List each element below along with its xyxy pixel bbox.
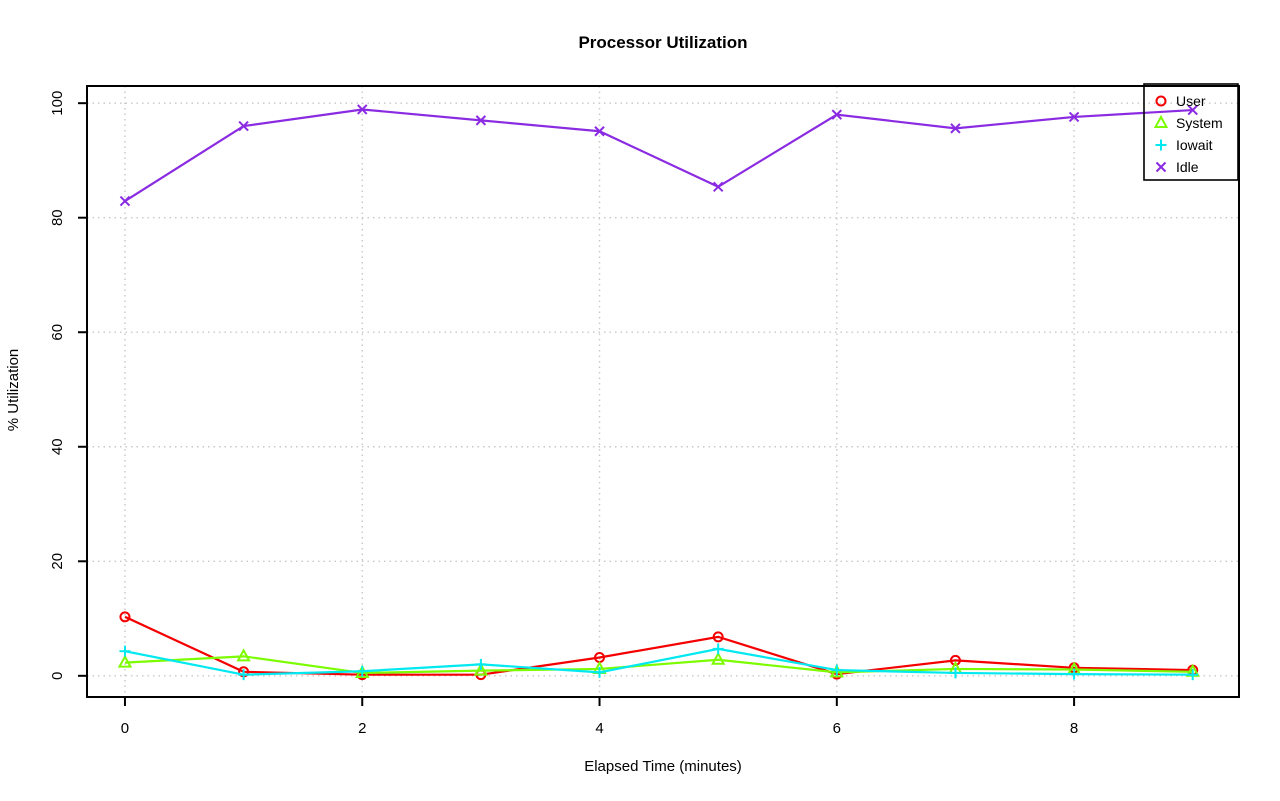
y-tick-label: 80 bbox=[49, 209, 66, 226]
marker-circle bbox=[119, 611, 131, 623]
legend-label: User bbox=[1176, 93, 1206, 109]
x-tick-label: 0 bbox=[121, 720, 129, 737]
marker-x bbox=[238, 120, 249, 132]
marker-circle bbox=[1155, 95, 1167, 107]
y-tick-label: 60 bbox=[49, 324, 66, 341]
marker-x bbox=[119, 195, 131, 207]
legend-label: Idle bbox=[1176, 159, 1199, 175]
y-tick-label: 40 bbox=[49, 438, 66, 455]
marker-x bbox=[475, 115, 487, 126]
series-line-iowait bbox=[124, 647, 1193, 676]
x-tick-label: 4 bbox=[595, 720, 603, 737]
series-line-user bbox=[124, 615, 1193, 676]
x-tick-label: 6 bbox=[833, 720, 841, 737]
marker-x bbox=[831, 109, 843, 120]
plot-box bbox=[86, 85, 1240, 698]
marker-triangle bbox=[236, 648, 251, 662]
x-tick-label: 2 bbox=[358, 720, 366, 737]
series-line-idle bbox=[124, 108, 1193, 203]
y-tick-label: 100 bbox=[49, 91, 66, 116]
marker-x bbox=[1155, 161, 1167, 173]
legend-box bbox=[1143, 83, 1239, 181]
marker-triangle bbox=[473, 662, 489, 676]
marker-x bbox=[950, 123, 961, 134]
marker-x bbox=[712, 181, 724, 192]
series-line-system bbox=[124, 655, 1193, 675]
chart-title: Processor Utilization bbox=[578, 33, 747, 52]
x-tick-label: 8 bbox=[1070, 720, 1078, 737]
marker-triangle bbox=[1153, 114, 1169, 128]
y-axis-label: % Utilization bbox=[5, 349, 22, 432]
marker-triangle bbox=[710, 651, 726, 665]
marker-triangle bbox=[829, 664, 844, 678]
y-tick-label: 0 bbox=[49, 672, 66, 680]
marker-x bbox=[1068, 111, 1080, 123]
marker-x bbox=[594, 126, 605, 137]
marker-x bbox=[1187, 104, 1198, 116]
y-tick-label: 20 bbox=[49, 553, 66, 570]
marker-x bbox=[357, 104, 368, 115]
legend-label: Iowait bbox=[1176, 137, 1213, 153]
marker-circle bbox=[712, 631, 724, 643]
legend-label: System bbox=[1176, 115, 1223, 131]
x-axis-label: Elapsed Time (minutes) bbox=[584, 758, 742, 775]
marker-triangle bbox=[117, 654, 133, 668]
